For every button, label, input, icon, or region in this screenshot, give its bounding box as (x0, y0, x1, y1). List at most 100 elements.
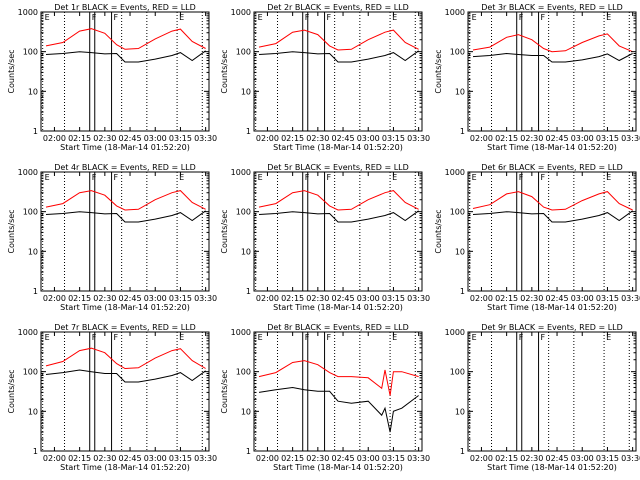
y-tick-label: 10 (241, 87, 251, 96)
x-tick-label: 02:15 (68, 134, 91, 143)
x-tick-label: 03:00 (571, 454, 594, 463)
x-tick-label: 02:45 (332, 134, 355, 143)
x-tick-label: 02:15 (281, 454, 304, 463)
x-tick-label: 03:15 (382, 454, 405, 463)
marker-label: F (519, 13, 524, 22)
x-axis-label: Start Time (18-Mar-14 01:52:20) (487, 463, 617, 472)
y-tick-label: 1 (460, 287, 465, 296)
panel-title: Det 2r BLACK = Events, RED = LLD (267, 3, 409, 12)
marker-label: F (327, 173, 332, 182)
panel-title: Det 5r BLACK = Events, RED = LLD (267, 163, 409, 172)
x-tick-label: 02:15 (281, 294, 304, 303)
x-tick-label: 02:00 (256, 454, 279, 463)
y-tick-label: 1 (33, 447, 38, 456)
x-tick-label: 02:15 (281, 134, 304, 143)
x-tick-label: 03:30 (621, 134, 640, 143)
lld-series-line (472, 191, 633, 211)
y-tick-label: 1000 (231, 328, 251, 337)
marker-label: E (392, 13, 397, 22)
x-tick-label: 03:00 (144, 294, 167, 303)
panel-title: Det 9r BLACK = Events, RED = LLD (481, 323, 623, 332)
marker-label: E (258, 13, 263, 22)
y-tick-label: 100 (236, 48, 251, 57)
plot-frame (40, 331, 210, 452)
y-tick-label: 1000 (18, 328, 38, 337)
x-axis-label: Start Time (18-Mar-14 01:52:20) (60, 463, 190, 472)
y-tick-label: 1000 (18, 168, 38, 177)
x-tick-label: 02:30 (520, 454, 543, 463)
x-tick-label: 02:30 (306, 454, 329, 463)
marker-label: F (114, 333, 119, 342)
y-tick-label: 10 (241, 247, 251, 256)
y-tick-label: 10 (28, 407, 38, 416)
y-tick-label: 100 (236, 208, 251, 217)
plot-frame (40, 11, 210, 132)
x-axis-label: Start Time (18-Mar-14 01:52:20) (487, 143, 617, 152)
x-axis-label: Start Time (18-Mar-14 01:52:20) (487, 303, 617, 312)
y-tick-label: 10 (28, 87, 38, 96)
x-tick-label: 02:00 (256, 294, 279, 303)
x-tick-label: 03:30 (194, 294, 217, 303)
events-series-line (472, 52, 633, 63)
x-tick-label: 02:45 (119, 134, 142, 143)
plot-frame (253, 171, 423, 292)
x-tick-label: 02:45 (546, 134, 569, 143)
x-tick-label: 02:30 (93, 294, 116, 303)
y-axis-label: Counts/sec (7, 49, 16, 93)
x-tick-label: 03:15 (596, 294, 619, 303)
y-tick-label: 1 (33, 127, 38, 136)
y-tick-label: 1 (246, 127, 251, 136)
marker-label: E (179, 173, 184, 182)
marker-label: E (179, 333, 184, 342)
marker-label: E (472, 173, 477, 182)
x-tick-label: 02:30 (93, 134, 116, 143)
plot-frame (253, 11, 423, 132)
y-tick-label: 1 (246, 447, 251, 456)
x-tick-label: 03:30 (194, 454, 217, 463)
y-axis-label: Counts/sec (7, 209, 16, 253)
y-tick-label: 1000 (445, 328, 465, 337)
lld-series-line (45, 347, 206, 370)
x-tick-label: 03:15 (596, 134, 619, 143)
x-axis-label: Start Time (18-Mar-14 01:52:20) (273, 143, 403, 152)
y-tick-label: 1000 (445, 168, 465, 177)
events-series-line (258, 50, 419, 63)
plot-frame (467, 11, 637, 132)
plot-frame (467, 331, 637, 452)
x-tick-label: 03:30 (407, 454, 430, 463)
y-axis-label: Counts/sec (434, 49, 443, 93)
x-tick-label: 02:45 (119, 294, 142, 303)
marker-label: F (305, 333, 310, 342)
x-tick-label: 03:30 (194, 134, 217, 143)
panel-title: Det 6r BLACK = Events, RED = LLD (481, 163, 623, 172)
x-tick-label: 02:00 (470, 134, 493, 143)
lld-series-line (45, 190, 206, 211)
events-series-line (45, 369, 206, 383)
x-tick-label: 03:30 (621, 454, 640, 463)
events-series-line (258, 386, 419, 433)
y-tick-label: 10 (28, 247, 38, 256)
y-tick-label: 1000 (231, 8, 251, 17)
y-axis-label: Counts/sec (220, 49, 229, 93)
y-axis-label: Counts/sec (434, 209, 443, 253)
marker-label: F (114, 173, 119, 182)
marker-label: E (606, 333, 611, 342)
y-tick-label: 10 (241, 407, 251, 416)
y-axis-label: Counts/sec (220, 369, 229, 413)
x-tick-label: 02:45 (119, 454, 142, 463)
marker-label: E (45, 333, 50, 342)
y-tick-label: 100 (23, 208, 38, 217)
x-tick-label: 02:45 (546, 294, 569, 303)
y-tick-label: 10 (455, 247, 465, 256)
x-tick-label: 02:00 (43, 134, 66, 143)
y-tick-label: 100 (450, 368, 465, 377)
panel-title: Det 1r BLACK = Events, RED = LLD (54, 3, 196, 12)
